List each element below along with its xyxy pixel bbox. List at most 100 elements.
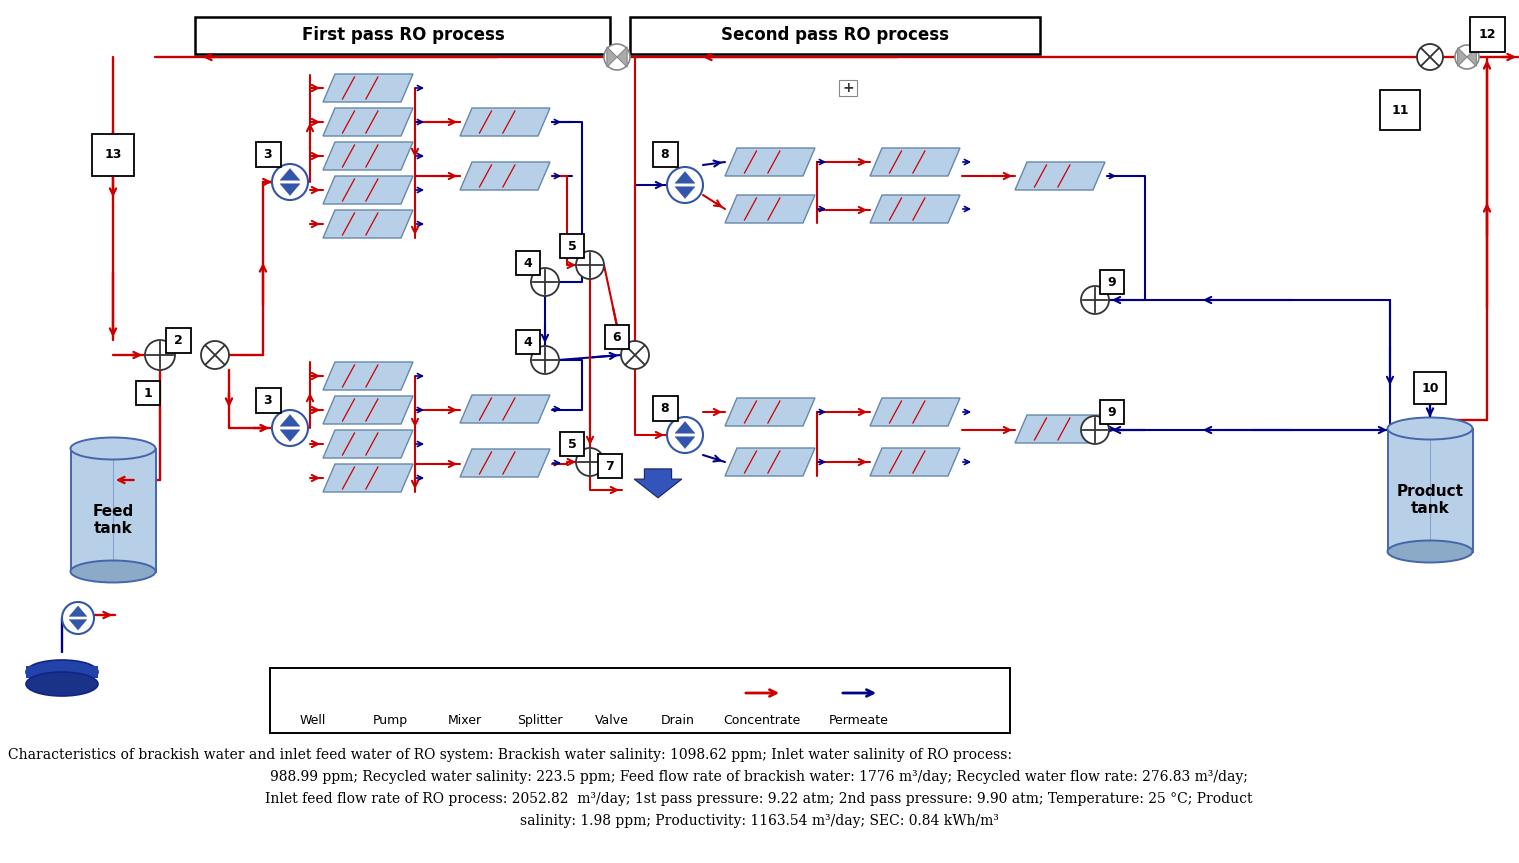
Text: Drain: Drain — [661, 714, 694, 727]
Bar — [93, 134, 134, 176]
Polygon shape — [870, 398, 960, 426]
Text: 8: 8 — [661, 148, 670, 161]
Polygon shape — [870, 195, 960, 223]
Polygon shape — [725, 195, 816, 223]
Polygon shape — [383, 683, 398, 691]
Text: +: + — [842, 81, 854, 95]
Text: 5: 5 — [568, 240, 576, 253]
Circle shape — [667, 417, 703, 453]
Circle shape — [667, 167, 703, 203]
Polygon shape — [608, 47, 617, 67]
Text: 4: 4 — [524, 336, 532, 349]
Circle shape — [62, 602, 94, 634]
Polygon shape — [70, 606, 87, 616]
Polygon shape — [674, 172, 694, 183]
Polygon shape — [279, 184, 299, 196]
Circle shape — [527, 680, 553, 706]
Bar — [516, 330, 539, 354]
Text: Permeate: Permeate — [829, 714, 889, 727]
Bar — [194, 17, 611, 54]
Text: 3: 3 — [264, 394, 272, 406]
Ellipse shape — [293, 692, 333, 702]
Circle shape — [1082, 286, 1109, 314]
Polygon shape — [324, 142, 413, 170]
Polygon shape — [279, 430, 299, 442]
Polygon shape — [602, 683, 612, 703]
Bar — [293, 690, 333, 695]
Text: Valve: Valve — [595, 714, 629, 727]
Circle shape — [576, 448, 605, 476]
Circle shape — [144, 340, 175, 370]
Circle shape — [621, 341, 649, 369]
Text: Product
tank: Product tank — [1396, 484, 1463, 516]
Polygon shape — [324, 464, 413, 492]
Polygon shape — [324, 74, 413, 102]
Text: 7: 7 — [606, 459, 614, 473]
Polygon shape — [460, 449, 550, 477]
Polygon shape — [725, 398, 816, 426]
Bar — [1100, 400, 1124, 424]
Bar — [137, 381, 159, 405]
Ellipse shape — [293, 687, 333, 697]
Text: Inlet feed flow rate of RO process: 2052.82  m³/day; 1st pass pressure: 9.22 atm: Inlet feed flow rate of RO process: 2052… — [266, 792, 1253, 806]
Polygon shape — [324, 430, 413, 458]
Bar — [516, 251, 539, 275]
Polygon shape — [674, 421, 694, 433]
Polygon shape — [279, 168, 299, 180]
Ellipse shape — [70, 438, 155, 459]
Polygon shape — [324, 362, 413, 390]
Text: 12: 12 — [1478, 28, 1496, 41]
Polygon shape — [324, 210, 413, 238]
Circle shape — [605, 44, 630, 70]
Polygon shape — [324, 396, 413, 424]
Text: 9: 9 — [1107, 275, 1116, 288]
Text: 3: 3 — [264, 148, 272, 161]
Bar — [838, 80, 857, 96]
Ellipse shape — [26, 672, 99, 696]
Circle shape — [201, 341, 229, 369]
Ellipse shape — [1387, 540, 1472, 563]
Polygon shape — [70, 620, 87, 630]
Polygon shape — [460, 162, 550, 190]
Bar — [255, 142, 281, 167]
Polygon shape — [612, 683, 623, 703]
Bar — [1414, 372, 1446, 404]
Bar — [561, 432, 583, 456]
Text: Well: Well — [299, 714, 327, 727]
Text: Pump: Pump — [372, 714, 407, 727]
Polygon shape — [1458, 47, 1467, 66]
Bar — [1100, 270, 1124, 294]
Bar — [166, 327, 190, 352]
Circle shape — [532, 346, 559, 374]
Text: Second pass RO process: Second pass RO process — [722, 26, 949, 44]
Circle shape — [1455, 45, 1480, 69]
Polygon shape — [383, 695, 398, 703]
Text: 10: 10 — [1422, 381, 1438, 394]
Polygon shape — [725, 148, 816, 176]
Bar — [26, 666, 99, 678]
Text: Characteristics of brackish water and inlet feed water of RO system: Brackish wa: Characteristics of brackish water and in… — [8, 748, 1012, 762]
Circle shape — [377, 679, 404, 707]
Bar — [1387, 429, 1472, 551]
Circle shape — [532, 268, 559, 296]
Text: 11: 11 — [1391, 104, 1408, 117]
Polygon shape — [324, 108, 413, 136]
Bar — [270, 668, 1010, 733]
Circle shape — [272, 410, 308, 446]
Circle shape — [1417, 44, 1443, 70]
Text: Mixer: Mixer — [448, 714, 482, 727]
Bar — [70, 449, 155, 571]
Text: 988.99 ppm; Recycled water salinity: 223.5 ppm; Feed flow rate of brackish water: 988.99 ppm; Recycled water salinity: 223… — [270, 770, 1249, 784]
Bar — [653, 395, 677, 420]
Polygon shape — [460, 395, 550, 423]
Bar — [1469, 17, 1504, 53]
Text: 5: 5 — [568, 438, 576, 450]
Text: 6: 6 — [612, 331, 621, 343]
Text: salinity: 1.98 ppm; Productivity: 1163.54 m³/day; SEC: 0.84 kWh/m³: salinity: 1.98 ppm; Productivity: 1163.5… — [519, 814, 998, 828]
Circle shape — [272, 164, 308, 200]
Polygon shape — [1015, 415, 1104, 443]
Text: Concentrate: Concentrate — [723, 714, 801, 727]
Circle shape — [598, 680, 624, 706]
Bar — [630, 17, 1041, 54]
Text: 9: 9 — [1107, 406, 1116, 419]
